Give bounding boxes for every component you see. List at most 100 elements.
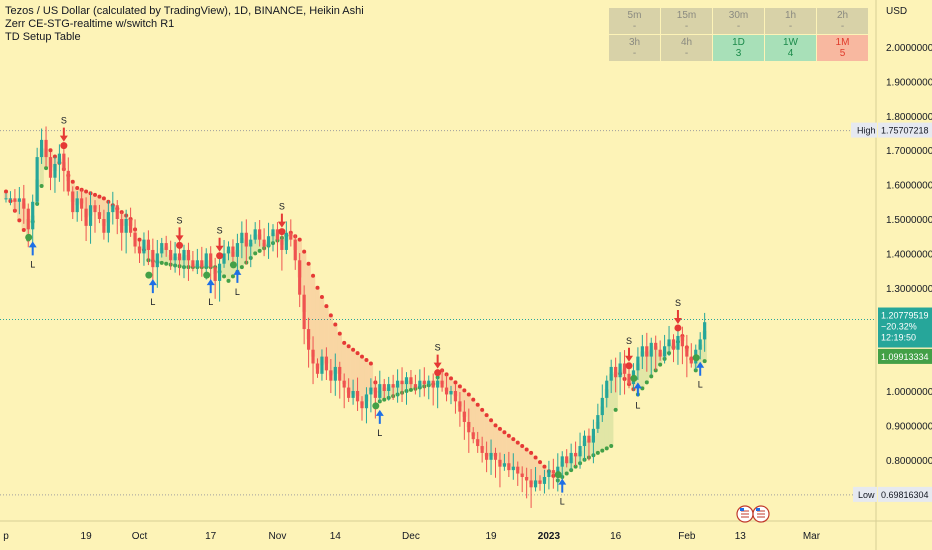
candle-body	[97, 212, 102, 219]
candle-body	[516, 466, 520, 474]
long-signal-label: L	[635, 400, 640, 410]
symbol-title[interactable]: Tezos / US Dollar (calculated by Trading…	[5, 5, 364, 17]
candle-body	[8, 198, 13, 200]
candle-body	[169, 249, 173, 261]
indicator-2-label[interactable]: TD Setup Table	[5, 31, 81, 43]
candle-body	[311, 349, 315, 364]
candle-body	[654, 342, 658, 350]
stop-dot	[408, 387, 413, 392]
candle-body	[676, 335, 680, 350]
buy-arrow-icon	[148, 279, 157, 294]
candle-body	[591, 428, 595, 443]
indicator-1-label[interactable]: Zerr CE-STG-realtime w/switch R1	[5, 18, 175, 30]
stop-fill	[502, 432, 507, 465]
stop-dot	[520, 444, 525, 449]
candle-body	[302, 294, 306, 330]
td-setup-table: 5m -15m -30m -1h -2h -3h -4h -1D 3 1W 4 1M 5	[608, 7, 869, 62]
candle-body	[600, 397, 604, 416]
candle-body	[40, 139, 44, 158]
stop-dot	[70, 179, 75, 184]
candle-body	[658, 349, 662, 357]
long-stop-dot	[25, 233, 33, 241]
low-label-bg	[853, 486, 877, 502]
stop-dot	[457, 384, 462, 389]
td-cell-timeframe: 5m	[627, 10, 642, 21]
stop-dot	[351, 347, 356, 352]
stop-fill	[604, 389, 609, 449]
candle-body	[258, 229, 262, 240]
candle-body	[427, 380, 431, 385]
candle-body	[57, 153, 61, 164]
candle-body	[364, 394, 369, 409]
price-axis-bg	[876, 0, 932, 550]
x-tick-label: 17	[205, 531, 217, 542]
high-label-bg	[851, 122, 877, 138]
candle-body	[186, 249, 191, 261]
low-price-tag-bg	[878, 486, 932, 502]
stop-dot	[328, 313, 333, 318]
stop-dot	[502, 430, 507, 435]
candle-body	[671, 339, 676, 350]
x-tick-label: 19	[81, 531, 93, 542]
candle-body	[498, 459, 502, 467]
candle-body	[462, 411, 466, 422]
long-signal-label: L	[698, 380, 703, 390]
candle-body	[538, 480, 542, 484]
candle-body	[53, 163, 57, 178]
stop-fill	[226, 249, 231, 281]
stop-dot	[529, 450, 534, 455]
candle-body	[129, 219, 133, 233]
candle-body	[84, 208, 88, 226]
stop-dot	[253, 251, 258, 256]
candle-body	[547, 470, 551, 477]
candle-body	[476, 439, 480, 447]
stop-dot	[604, 446, 609, 451]
candle-body	[307, 329, 311, 350]
stop-fill	[488, 420, 494, 457]
short-stop-dot	[278, 228, 286, 236]
candle-body	[614, 366, 618, 378]
sell-arrow-icon	[433, 354, 442, 369]
candle-body	[618, 363, 622, 378]
y-tick-label: 1.30000000	[886, 284, 932, 295]
long-signal-label: L	[235, 287, 240, 297]
candle-body	[253, 229, 257, 240]
td-table-row: 3h -4h -1D 3 1W 4 1M 5	[608, 34, 869, 62]
td-cell-count: -	[632, 48, 637, 59]
stop-dot	[101, 196, 106, 201]
stop-fill	[524, 449, 529, 479]
x-tick-label: Nov	[269, 531, 287, 542]
stop-dot	[489, 418, 494, 423]
stop-fill	[324, 306, 329, 364]
stop-dot	[573, 464, 578, 469]
td-cell-count: 5	[839, 48, 846, 59]
stop-fill	[341, 342, 347, 385]
td-cell-timeframe: 1M	[835, 37, 850, 48]
candle-body	[137, 246, 142, 254]
td-cell-timeframe: 15m	[676, 10, 697, 21]
stop-dot	[302, 249, 307, 254]
stop-fill	[319, 296, 325, 366]
y-tick-label: 0.80000000	[886, 456, 932, 467]
sell-arrow-icon	[215, 237, 224, 252]
stop-fill	[337, 333, 342, 374]
candle-body	[382, 384, 386, 391]
candle-body	[62, 153, 66, 171]
stop-dot	[449, 376, 453, 381]
candle-body	[418, 380, 422, 388]
candle-body	[404, 377, 409, 385]
candle-body	[471, 432, 475, 440]
candle-body	[542, 477, 547, 484]
stop-fill	[355, 353, 360, 397]
candle-body	[195, 260, 199, 268]
td-cell-4h: 4h -	[660, 34, 713, 62]
long-signal-label: L	[30, 259, 35, 269]
x-tick-label: 19	[485, 531, 497, 542]
candle-body	[213, 267, 217, 281]
candle-body	[218, 263, 222, 281]
td-cell-timeframe: 1D	[732, 37, 745, 48]
stop-dot	[333, 322, 338, 327]
